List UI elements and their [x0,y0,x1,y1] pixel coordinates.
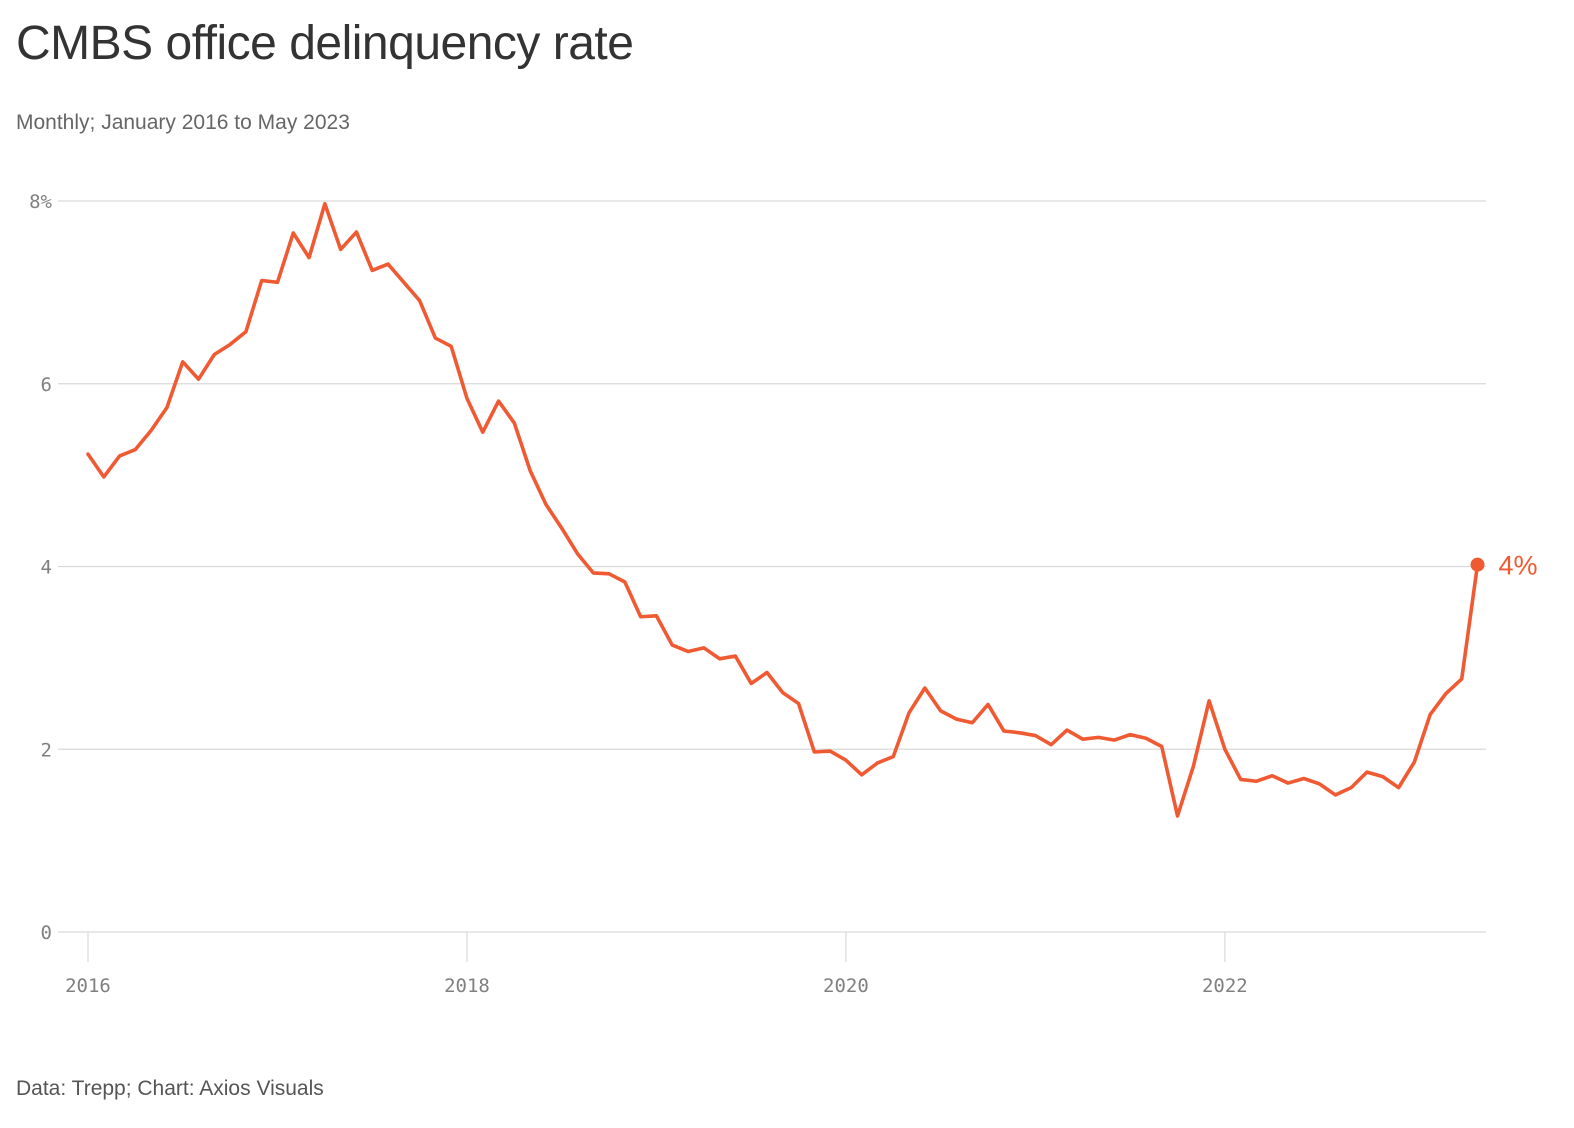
source-credit: Data: Trepp; Chart: Axios Visuals [16,1077,324,1100]
gridlines [58,200,1486,933]
y-tick-label: 2 [41,739,52,761]
chart-title: CMBS office delinquency rate [16,17,634,70]
series-layer: 4% [86,201,1538,818]
x-tick-label: 2016 [65,975,111,997]
x-tick-label: 2018 [444,975,490,997]
y-tick-label: 6 [41,374,52,396]
y-tick-label: 8% [29,191,52,213]
series-line [86,201,1480,818]
y-axis: 0 2 4 6 8% [29,191,52,944]
x-tick-label: 2020 [823,975,869,997]
x-tick-label: 2022 [1202,975,1248,997]
end-value-label: 4% [1499,551,1538,581]
y-tick-label: 0 [41,922,52,944]
line-chart: 2016 2018 2020 2022 0 2 4 6 8% 4% [29,191,1538,997]
chart-subtitle: Monthly; January 2016 to May 2023 [16,111,350,134]
x-axis: 2016 2018 2020 2022 [65,932,1248,997]
end-point-marker [1470,557,1485,572]
y-tick-label: 4 [41,557,52,579]
